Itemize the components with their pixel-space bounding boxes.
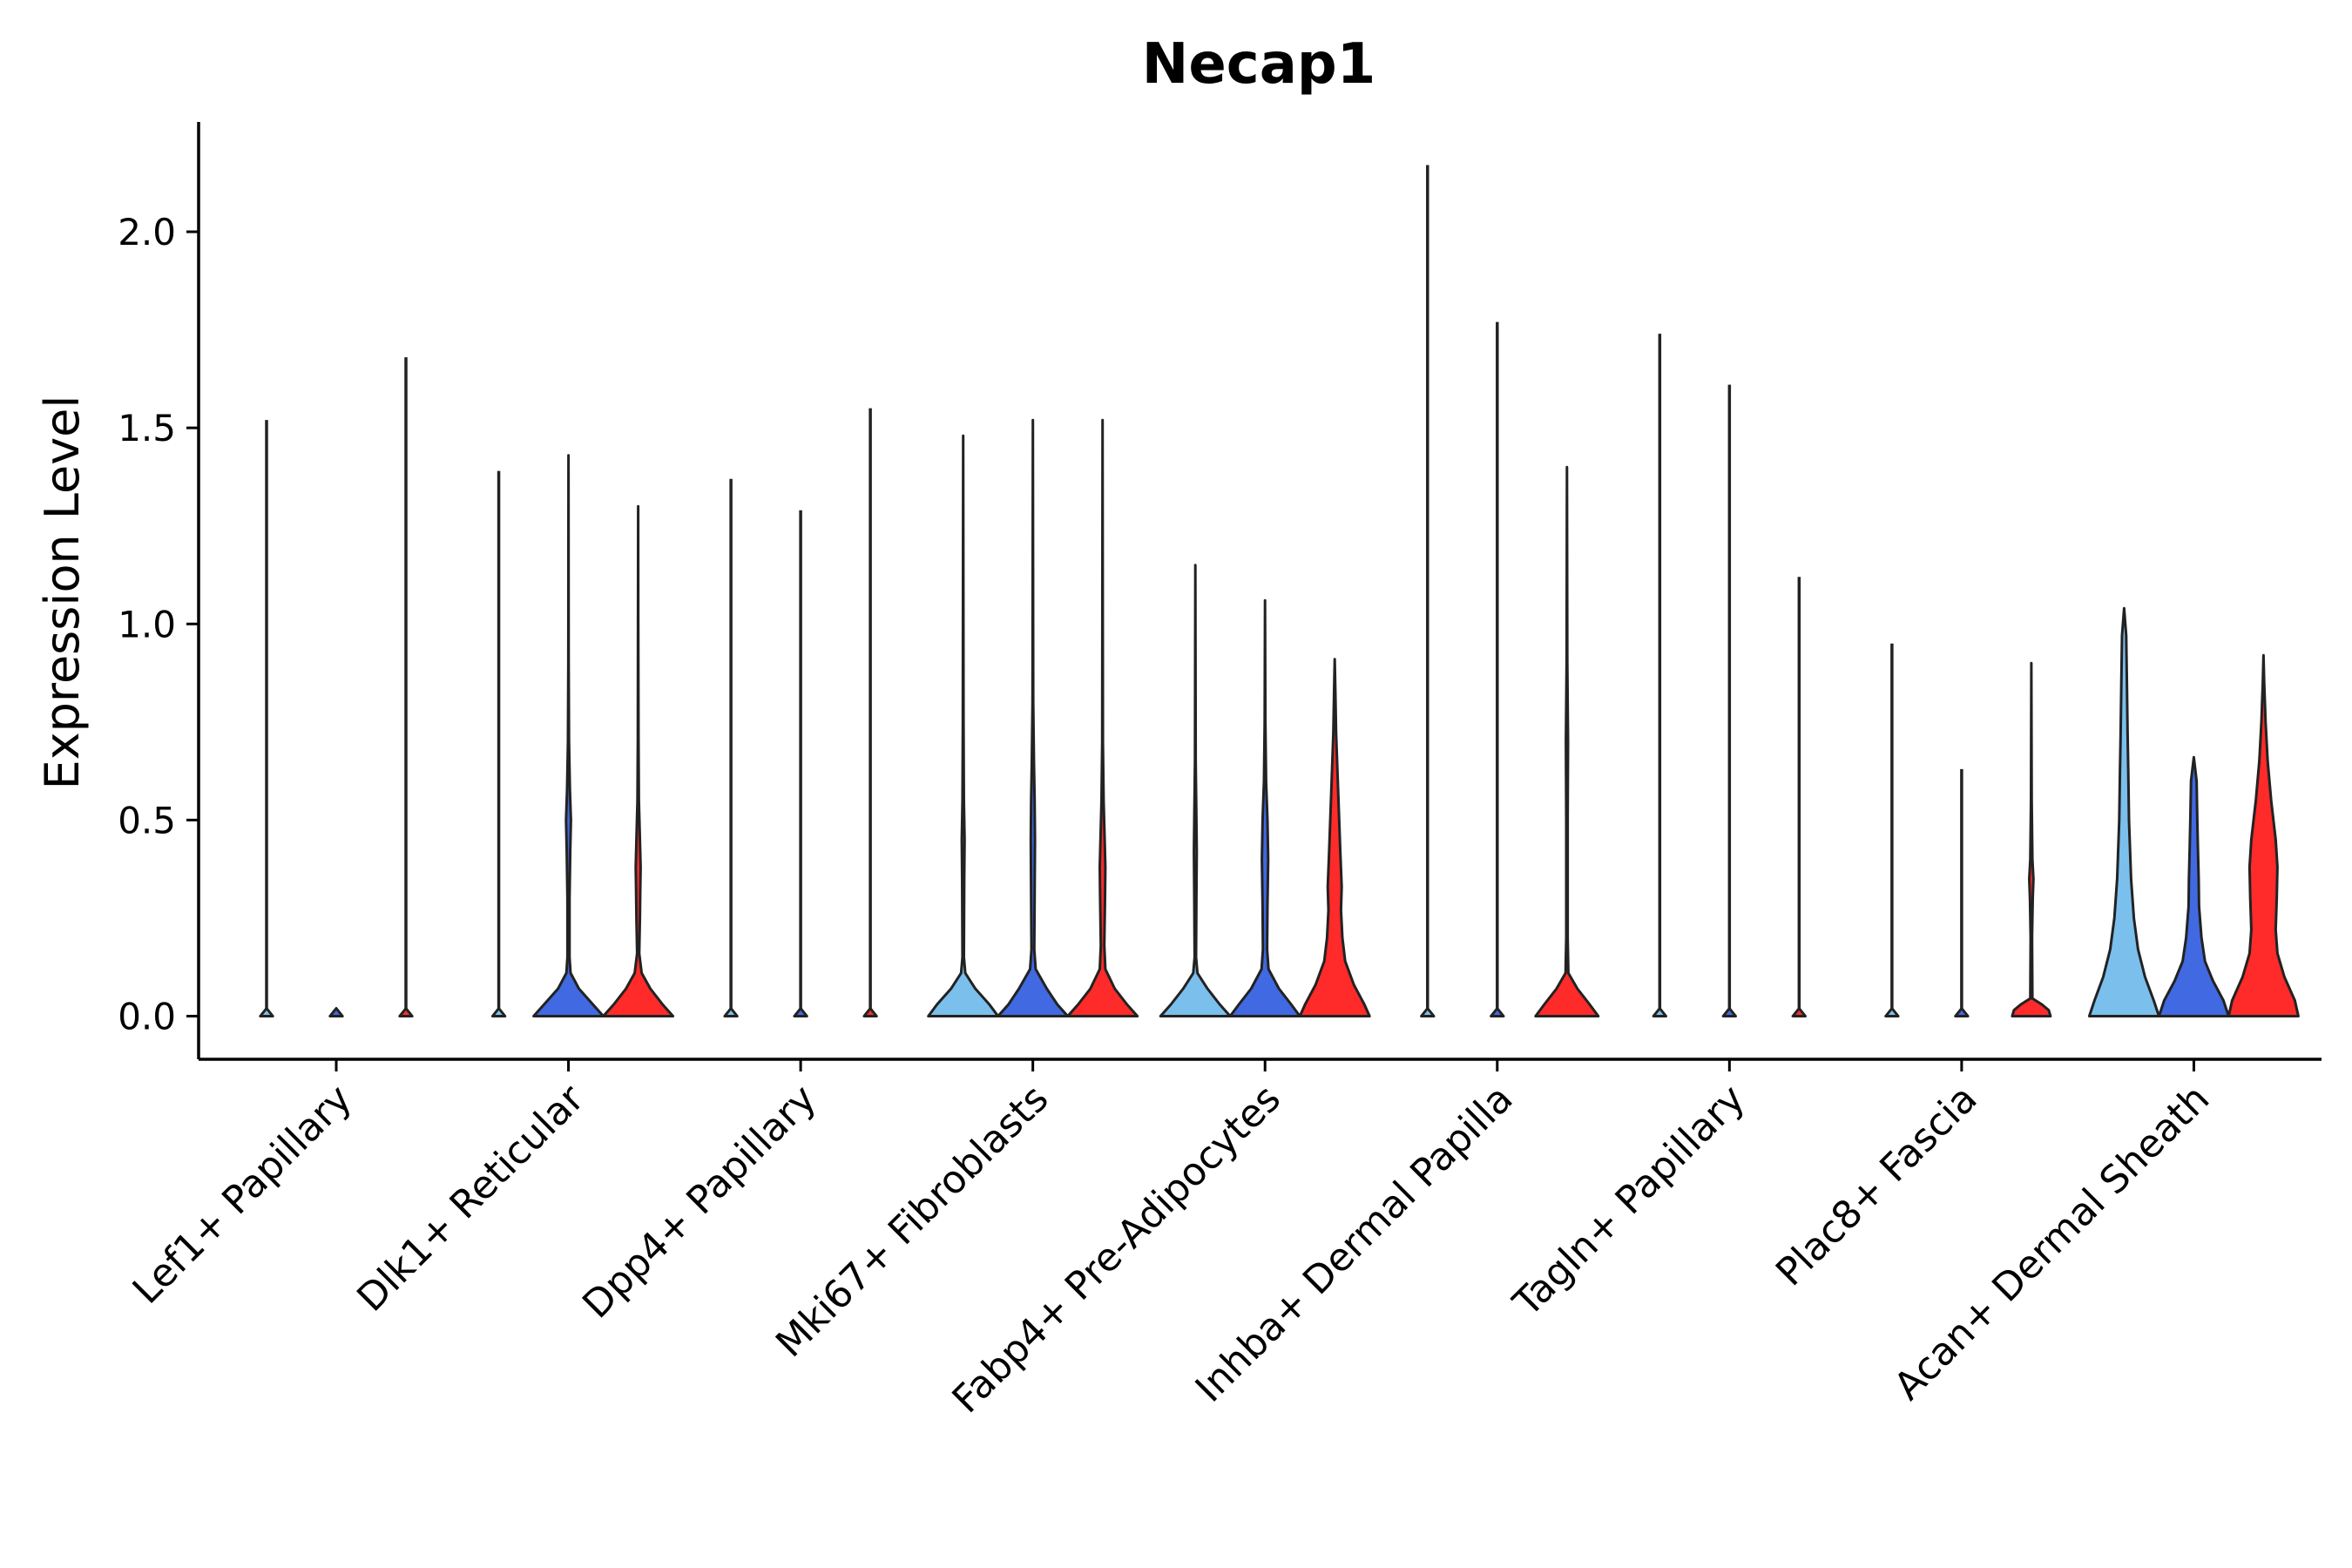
y-tick-label: 2.0 [118,211,176,253]
x-category-label: Lef1+ Papillary [125,1077,361,1313]
violin-group [1159,564,1371,1017]
violin-group [723,408,878,1017]
violin-group [259,357,414,1017]
violin-body [490,1007,507,1017]
violin-body [862,1007,878,1017]
x-category-label: Dpp4+ Papillary [574,1077,825,1328]
y-axis-label: Expression Level [35,395,90,790]
violin-body [398,1007,414,1017]
violin-body [2087,606,2160,1017]
violin-body [723,1007,739,1017]
violin-group [1652,334,1807,1017]
violin-body [1954,1007,1970,1017]
violin-body [1721,1007,1737,1017]
violin-body [1420,1007,1436,1017]
violin-body [2157,755,2230,1017]
y-tick-label: 0.5 [118,799,176,841]
axes-layer [197,122,2322,1061]
violin-group [2087,606,2300,1017]
y-tick-label: 1.5 [118,407,176,449]
violin-body [1066,418,1139,1017]
violin-group [490,454,675,1017]
violin-body [1298,658,1371,1017]
violin-body [1228,598,1301,1017]
violin-body [927,434,1000,1017]
violin-body [1652,1007,1667,1017]
violin-body [602,504,675,1017]
violins-layer [259,165,2300,1017]
chart-title: Necap1 [1142,32,1375,97]
violin-body [793,1007,808,1017]
violin-group [1884,643,2052,1017]
y-ticks: 0.0 0.5 1.0 1.5 2.0 [118,211,199,1037]
x-category-label: Tagln+ Papillary [1504,1077,1754,1326]
violin-group [927,418,1139,1017]
violin-body [1159,564,1232,1017]
violin-body [259,1007,274,1017]
y-tick-label: 0.0 [118,995,176,1037]
violin-body [997,418,1070,1017]
x-category-label: Plac8+ Fascia [1767,1077,1986,1295]
violin-body [2011,661,2052,1017]
violin-body [2227,653,2300,1017]
violin-body [328,1007,344,1017]
x-category-label: Dlk1+ Reticular [348,1076,593,1321]
violin-body [1884,1007,1900,1017]
violin-body [1791,1007,1807,1017]
violin-body [1534,465,1600,1017]
violin-body [532,454,605,1017]
violin-group [1420,165,1600,1017]
y-tick-label: 1.0 [118,603,176,645]
violin-body [1490,1007,1505,1017]
